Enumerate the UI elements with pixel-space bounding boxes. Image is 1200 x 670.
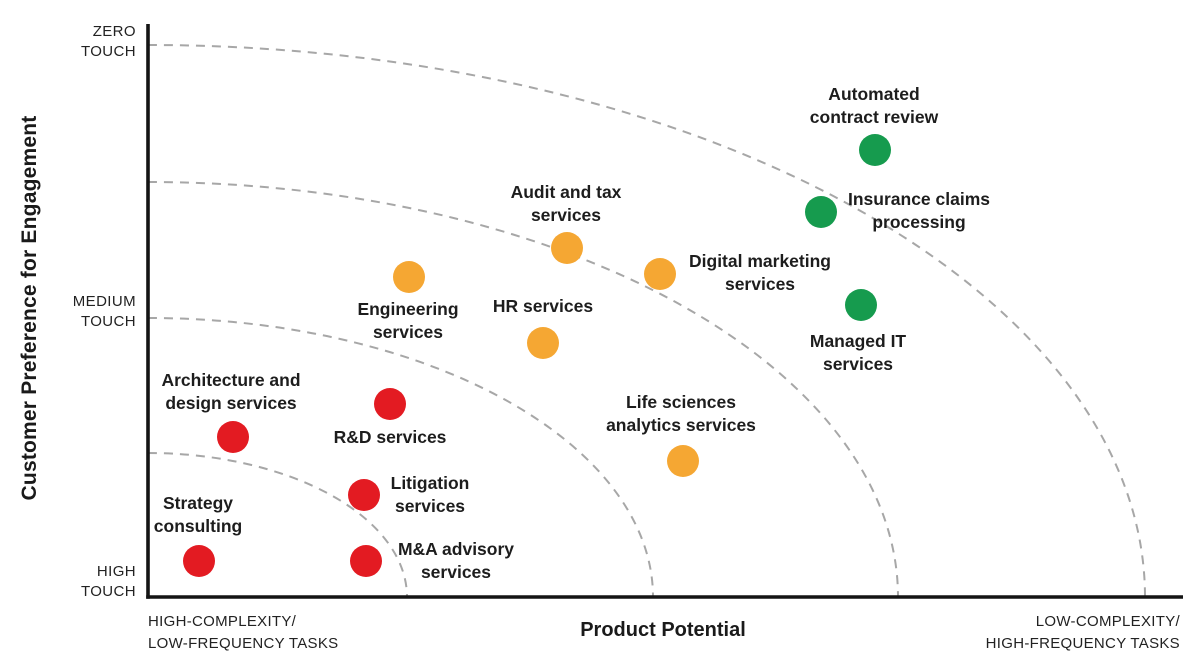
label-architecture-design-services: Architecture and design services bbox=[161, 370, 301, 413]
dashed-arc-2 bbox=[147, 317, 654, 598]
label-litigation-services: Litigation services bbox=[390, 473, 470, 516]
y-tick-zero-touch: ZERO TOUCH bbox=[80, 23, 136, 60]
dot-architecture-design-services bbox=[217, 421, 249, 453]
dashed-arc-guides bbox=[147, 44, 1146, 598]
dot-hr-services bbox=[527, 327, 559, 359]
data-points-layer bbox=[183, 134, 891, 577]
x-axis-title: Product Potential bbox=[580, 619, 746, 641]
label-rd-services: R&D services bbox=[333, 427, 447, 447]
y-tick-medium-touch: MEDIUM TOUCH bbox=[72, 293, 136, 330]
label-life-sciences-analytics-services: Life sciences analytics services bbox=[606, 392, 756, 435]
dot-litigation-services bbox=[348, 479, 380, 511]
dot-ma-advisory-services bbox=[350, 545, 382, 577]
label-hr-services: HR services bbox=[492, 296, 594, 316]
y-tick-high-touch: HIGH TOUCH bbox=[80, 563, 136, 600]
dot-engineering-services bbox=[393, 261, 425, 293]
dot-automated-contract-review bbox=[859, 134, 891, 166]
dot-rd-services bbox=[374, 388, 406, 420]
dashed-arc-3 bbox=[147, 181, 899, 598]
label-ma-advisory-services: M&A advisory services bbox=[397, 539, 515, 582]
dot-insurance-claims-processing bbox=[805, 196, 837, 228]
label-engineering-services: Engineering services bbox=[357, 299, 459, 342]
dashed-arc-4 bbox=[147, 44, 1146, 598]
dot-strategy-consulting bbox=[183, 545, 215, 577]
label-digital-marketing-services: Digital marketing services bbox=[689, 251, 831, 294]
dot-audit-tax-services bbox=[551, 232, 583, 264]
dot-digital-marketing-services bbox=[644, 258, 676, 290]
label-insurance-claims-processing: Insurance claims processing bbox=[847, 189, 991, 232]
label-audit-tax-services: Audit and tax services bbox=[510, 182, 622, 225]
dot-life-sciences-analytics-services bbox=[667, 445, 699, 477]
x-axis-left-label: HIGH-COMPLEXITY/ LOW-FREQUENCY TASKS bbox=[148, 613, 339, 652]
x-axis-right-label: LOW-COMPLEXITY/ HIGH-FREQUENCY TASKS bbox=[985, 613, 1180, 652]
label-strategy-consulting: Strategy consulting bbox=[153, 493, 243, 536]
label-managed-it-services: Managed IT services bbox=[809, 331, 907, 374]
label-automated-contract-review: Automated contract review bbox=[809, 84, 939, 127]
dot-managed-it-services bbox=[845, 289, 877, 321]
dashed-arc-1 bbox=[147, 452, 408, 598]
